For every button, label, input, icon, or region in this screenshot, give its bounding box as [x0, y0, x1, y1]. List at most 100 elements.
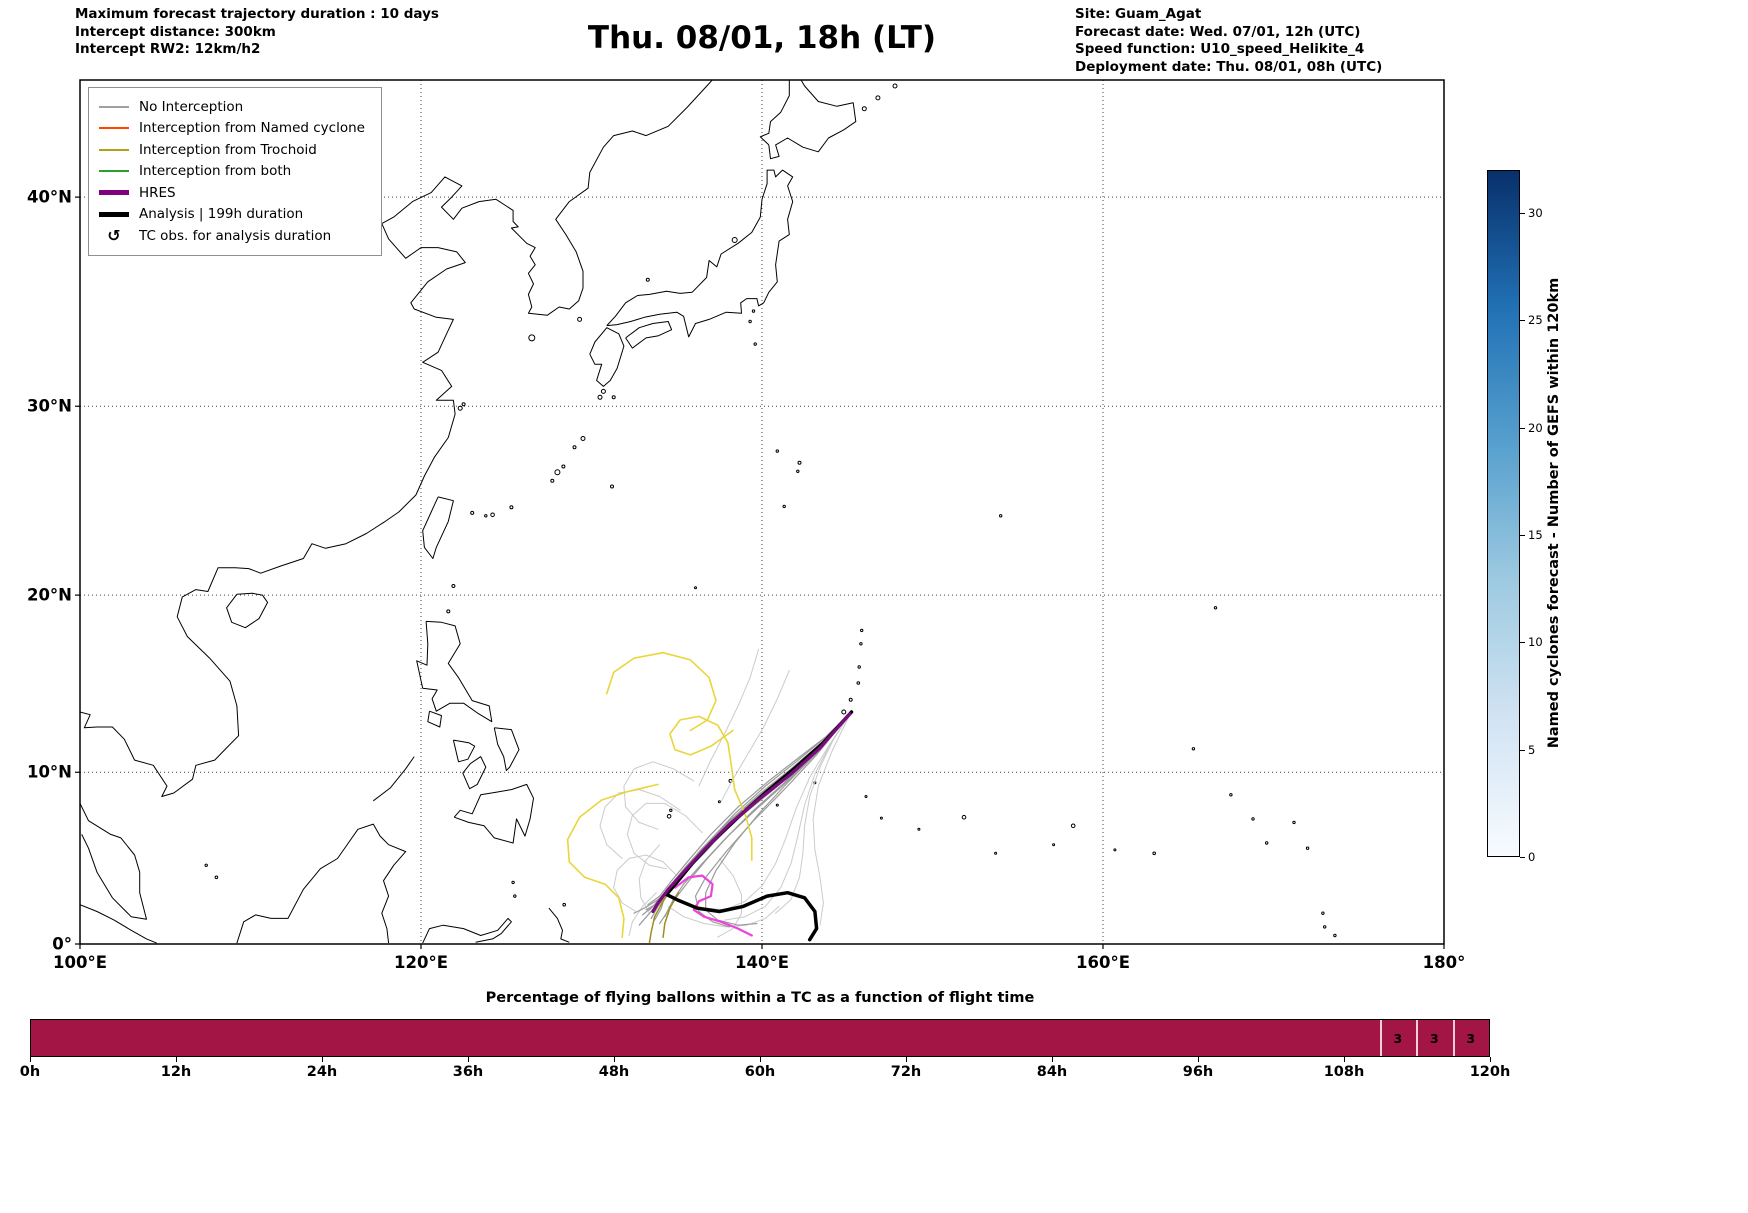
trajectory-trochoid-track-3	[566, 783, 659, 939]
legend-item-named-cyclone: Interception from Named cyclone	[99, 118, 365, 140]
island	[861, 106, 867, 112]
time-tick-mark	[1052, 1057, 1053, 1062]
island	[775, 803, 779, 807]
island	[610, 484, 614, 489]
colorbar-tick-label: 25	[1528, 313, 1543, 328]
island	[597, 394, 603, 400]
legend-item-tc-obs: ↺ TC obs. for analysis duration	[99, 225, 365, 247]
island	[961, 814, 967, 820]
island	[577, 316, 583, 322]
island	[1333, 933, 1337, 938]
y-tick-label: 20°N	[26, 585, 72, 605]
legend-label: Interception from both	[139, 163, 292, 180]
legend-label: Analysis | 199h duration	[139, 206, 304, 223]
both-line-swatch	[99, 170, 129, 173]
colorbar-gradient	[1488, 171, 1519, 856]
graticule	[80, 80, 1444, 944]
time-tick-mark	[30, 1057, 31, 1062]
no-interception-line-swatch	[99, 105, 129, 108]
legend-item-no-interception: No Interception	[99, 96, 365, 118]
coastline-panay	[452, 739, 476, 763]
island	[511, 880, 515, 885]
time-tick-mark	[176, 1057, 177, 1062]
trajectory-member-faint-02	[775, 712, 852, 914]
time-tick-label: 0h	[19, 1064, 41, 1080]
island	[509, 505, 514, 510]
island	[580, 436, 586, 441]
trajectory-member-faint-08	[667, 905, 780, 928]
time-tick-label: 48h	[598, 1064, 630, 1080]
tc-percentage-bar: 3 3 3	[30, 1019, 1490, 1057]
island	[796, 469, 800, 473]
time-tick-label: 96h	[1182, 1064, 1214, 1080]
colorbar-tick-label: 15	[1528, 527, 1543, 542]
colorbar-tick-label: 5	[1528, 742, 1536, 757]
bar-segment-separator	[1452, 1020, 1455, 1056]
coastline-halmahera	[548, 907, 570, 943]
island	[1213, 606, 1218, 610]
island	[561, 464, 566, 469]
colorbar-tick-label: 20	[1528, 420, 1543, 435]
colorbar-tick-mark	[1520, 212, 1525, 214]
colorbar-tick-mark	[1520, 642, 1525, 644]
island	[645, 277, 650, 282]
island	[470, 510, 475, 515]
island	[457, 405, 463, 411]
island	[600, 388, 606, 394]
colorbar-tick-mark	[1520, 320, 1525, 322]
island	[572, 445, 577, 450]
time-tick-mark	[614, 1057, 615, 1062]
trajectory-tc-observed-track	[673, 874, 753, 937]
colorbar	[1487, 170, 1520, 857]
island	[461, 402, 466, 407]
y-tick-label: 40°N	[26, 187, 72, 207]
bar-segment-separator	[1416, 1020, 1419, 1056]
island	[775, 449, 779, 453]
island	[1229, 793, 1233, 797]
island	[892, 83, 898, 89]
trajectory-no-interception-07	[647, 712, 852, 906]
time-tick-mark	[1490, 1057, 1491, 1062]
coastline-malay-peninsula	[80, 803, 147, 920]
colorbar-tick-label: 30	[1528, 205, 1543, 220]
x-tick-label: 160°E	[1076, 953, 1130, 972]
time-tick-label: 24h	[306, 1064, 338, 1080]
trajectories	[566, 648, 854, 944]
bar-segment-label: 3	[1393, 1031, 1403, 1046]
time-tick-mark	[322, 1057, 323, 1062]
legend-label: Interception from Trochoid	[139, 141, 317, 158]
island	[731, 237, 738, 243]
trajectory-member-faint-05	[720, 670, 790, 803]
site-text: Site: Guam_Agat	[1075, 6, 1202, 22]
coastline-borneo	[236, 823, 407, 944]
coastline-mindoro	[427, 710, 442, 728]
y-tick-label: 10°N	[26, 762, 72, 782]
forecast-date-text: Forecast date: Wed. 07/01, 12h (UTC)	[1075, 23, 1361, 40]
coastline-palawan	[372, 756, 415, 802]
island	[848, 697, 853, 702]
bottom-chart-title: Percentage of flying ballons within a TC…	[485, 990, 1035, 1006]
x-tick-label: 140°E	[735, 953, 789, 972]
island	[528, 334, 536, 342]
coastline-kyushu	[589, 327, 625, 387]
island	[856, 681, 861, 685]
trajectory-member-faint-10	[613, 854, 678, 912]
coastline-honshu	[606, 169, 794, 338]
time-tick-mark	[1198, 1057, 1199, 1062]
trajectory-member-faint-01	[724, 712, 852, 921]
island	[1251, 817, 1255, 821]
island	[484, 514, 488, 518]
legend-item-analysis: Analysis | 199h duration	[99, 204, 365, 226]
island	[1191, 747, 1196, 751]
site-info-block: Site: Guam_Agat Forecast date: Wed. 07/0…	[1075, 6, 1382, 76]
island	[204, 863, 208, 867]
coastline-luzon	[416, 620, 493, 723]
deployment-date-text: Deployment date: Thu. 08/01, 08h (UTC)	[1075, 58, 1383, 75]
island	[859, 642, 863, 646]
max-duration-text: Maximum forecast trajectory duration : 1…	[75, 6, 439, 22]
run-settings-block: Maximum forecast trajectory duration : 1…	[75, 6, 439, 59]
y-tick-label: 0°	[52, 934, 72, 954]
island	[999, 514, 1003, 518]
